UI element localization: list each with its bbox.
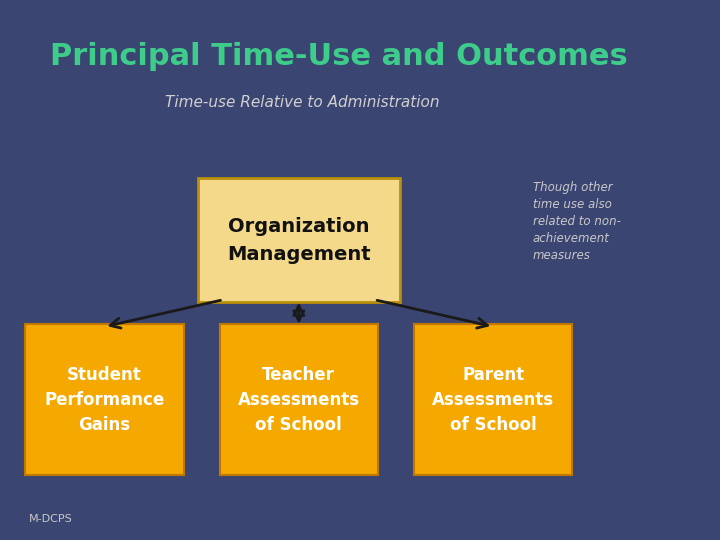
Text: Time-use Relative to Administration: Time-use Relative to Administration: [165, 95, 440, 110]
Text: Teacher
Assessments
of School: Teacher Assessments of School: [238, 366, 360, 434]
FancyBboxPatch shape: [198, 178, 400, 302]
Text: Though other
time use also
related to non-
achievement
measures: Though other time use also related to no…: [533, 181, 621, 262]
Text: Parent
Assessments
of School: Parent Assessments of School: [432, 366, 554, 434]
FancyBboxPatch shape: [414, 324, 572, 475]
FancyBboxPatch shape: [220, 324, 378, 475]
FancyBboxPatch shape: [25, 324, 184, 475]
Text: Principal Time-Use and Outcomes: Principal Time-Use and Outcomes: [50, 42, 628, 71]
Text: Student
Performance
Gains: Student Performance Gains: [44, 366, 165, 434]
Text: Organization
Management: Organization Management: [227, 217, 371, 264]
Text: M-DCPS: M-DCPS: [29, 514, 73, 524]
